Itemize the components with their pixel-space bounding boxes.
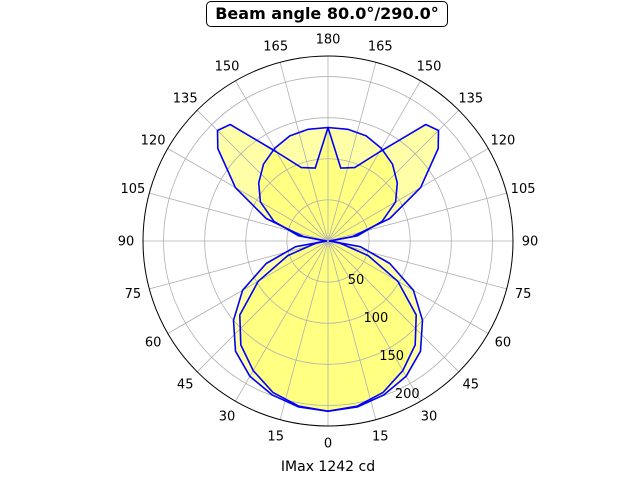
angle-tick-label: 0 [324,437,332,452]
angle-tick-label: 165 [263,39,288,54]
series-outlines [216,123,440,412]
radial-tick-label: 150 [379,349,404,364]
grid-spoke [167,240,329,334]
chart-title: Beam angle 80.0°/290.0° [206,1,448,27]
angle-tick-label: 30 [219,409,236,424]
grid-spoke [196,240,329,373]
angle-tick-label: 105 [120,182,145,197]
angle-tick-label: 15 [372,430,389,445]
grid-spoke [327,240,377,420]
angle-tick-label: 75 [515,287,532,302]
radial-tick-labels: 50 100 150 200 [348,273,420,402]
angle-tick-label: 135 [458,92,483,107]
grid-spoke [327,109,460,242]
grid-spoke [327,240,421,402]
angle-tick-label: 150 [215,60,240,75]
grid-spoke [167,148,329,242]
angle-tick-label: 30 [421,409,438,424]
grid-spoke [196,109,329,242]
angle-tick-labels: 0 15 30 45 60 75 90 105 120 135 150 165 180 15 30 45 60 7… [118,33,539,452]
angle-tick-label: 135 [173,92,198,107]
angle-tick-label: 75 [125,287,142,302]
polar-frame [142,55,514,427]
grid-spoke [235,80,329,242]
angle-tick-label: 180 [316,33,341,48]
radial-tick-label: 100 [364,311,389,326]
grid-spoke [149,240,329,290]
grid-spoke [327,192,507,242]
angle-tick-label: 120 [141,134,166,149]
grid-spoke [327,80,421,242]
angle-tick-label: 90 [118,235,135,250]
angle-tick-label: 45 [463,377,480,392]
angle-tick-label: 120 [490,134,515,149]
x-axis-label: IMax 1242 cd [281,459,375,475]
angle-tick-label: 60 [495,336,512,351]
grid-spoke [327,240,460,373]
angle-tick-label: 105 [511,182,536,197]
polar-grid [143,56,513,426]
radial-tick-label: 50 [348,273,365,288]
grid-spoke [149,192,329,242]
series-line-inner [232,126,424,412]
grid-spoke [279,240,329,420]
angle-tick-label: 45 [177,377,194,392]
angle-tick-label: 90 [522,235,539,250]
grid-spoke [279,62,329,242]
grid-spoke [235,240,329,402]
grid-spoke [327,240,489,334]
grid-spoke [327,62,377,242]
angle-tick-label: 15 [267,430,284,445]
grid-spoke [327,240,507,290]
grid-spoke [327,148,489,242]
angle-tick-label: 165 [368,39,393,54]
angle-tick-label: 150 [417,60,442,75]
angle-tick-label: 60 [145,336,162,351]
radial-tick-label: 200 [395,387,420,402]
